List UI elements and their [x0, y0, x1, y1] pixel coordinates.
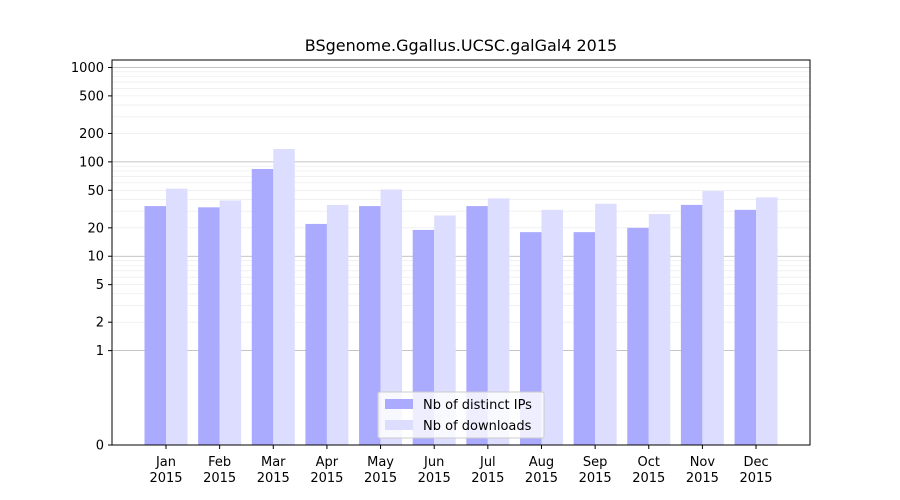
- x-tick-label: Jun 2015: [418, 455, 451, 486]
- x-tick-label: Jan 2015: [149, 455, 182, 486]
- bar-downloads: [434, 215, 456, 445]
- bar-ips: [144, 206, 166, 445]
- x-tick-label: Sep 2015: [579, 455, 612, 486]
- bar-downloads: [326, 204, 349, 445]
- y-tick-label: 50: [87, 184, 104, 199]
- legend-swatch-downloads: [385, 420, 413, 430]
- x-tick-label: Feb 2015: [203, 455, 236, 486]
- x-tick-label: Nov 2015: [686, 455, 719, 486]
- bar-ips: [251, 169, 274, 445]
- y-tick-label: 1000: [71, 61, 104, 76]
- legend-swatch-ips: [385, 399, 413, 409]
- legend-label-downloads: Nb of downloads: [423, 419, 532, 434]
- y-tick-label: 20: [87, 221, 104, 236]
- bar-ips: [573, 232, 596, 445]
- bar-downloads: [273, 148, 295, 445]
- x-tick-label: Apr 2015: [310, 455, 343, 486]
- bars-layer: [144, 148, 778, 445]
- y-tick-label: 200: [79, 127, 104, 142]
- bar-ips: [198, 207, 220, 445]
- y-axis: 0 1 2 5 10 20 50 100 200 500 1000: [71, 61, 112, 454]
- x-axis: Jan 2015 Feb 2015 Mar 2015 Apr 2015 May 2015 Jun 20…: [149, 445, 773, 486]
- bar-downloads: [487, 198, 510, 445]
- bar-ips: [466, 206, 488, 445]
- y-tick-label: 2: [96, 316, 104, 331]
- y-tick-label: 10: [87, 250, 104, 265]
- x-tick-label: Jul 2015: [471, 455, 504, 486]
- bar-downloads: [541, 209, 563, 445]
- bar-downloads: [756, 197, 778, 445]
- x-tick-label: May 2015: [364, 455, 397, 486]
- y-tick-label: 500: [79, 89, 104, 104]
- bar-downloads: [380, 189, 403, 445]
- y-tick-label: 100: [79, 155, 104, 170]
- y-tick-label: 5: [96, 278, 104, 293]
- x-tick-label: Mar 2015: [257, 455, 290, 486]
- bar-ips: [627, 227, 649, 445]
- y-tick-label: 0: [96, 439, 104, 454]
- bar-ips: [680, 204, 703, 445]
- bar-downloads: [648, 214, 671, 445]
- bar-downloads: [595, 203, 617, 445]
- bar-downloads: [166, 188, 188, 445]
- legend-label-ips: Nb of distinct IPs: [423, 398, 532, 413]
- chart-title: BSgenome.Ggallus.UCSC.galGal4 2015: [305, 36, 617, 55]
- x-tick-label: Dec 2015: [739, 455, 772, 486]
- bar-ips: [734, 209, 757, 445]
- bar-ips: [359, 206, 381, 445]
- x-tick-label: Aug 2015: [525, 455, 558, 486]
- plot-frame: [111, 59, 811, 446]
- bar-ips: [305, 223, 327, 445]
- bar-downloads: [702, 191, 724, 445]
- bar-downloads: [219, 200, 242, 445]
- y-tick-label: 1: [96, 344, 104, 359]
- bar-ips: [412, 229, 435, 445]
- x-tick-label: Oct 2015: [632, 455, 665, 486]
- legend-box: [377, 391, 545, 439]
- legend: Nb of distinct IPs Nb of downloads: [377, 391, 545, 439]
